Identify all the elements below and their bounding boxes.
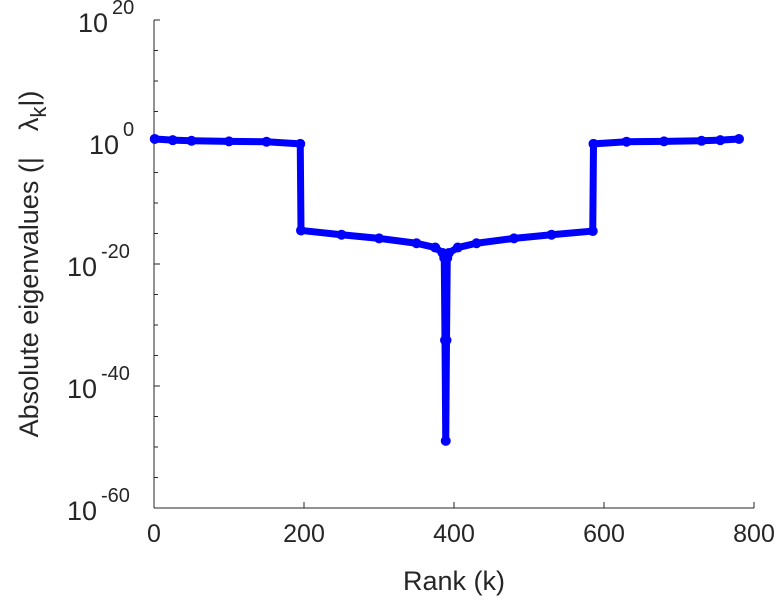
data-point [430, 242, 441, 253]
data-point [696, 135, 707, 146]
data-point [441, 335, 452, 346]
x-tick-label: 800 [733, 520, 775, 548]
data-point [621, 136, 632, 147]
data-point [588, 138, 599, 149]
data-point [471, 238, 482, 249]
y-tick-exponent: 20 [112, 0, 134, 19]
data-point [295, 138, 306, 149]
y-tick-exponent: -20 [101, 241, 130, 263]
data-point [587, 226, 598, 237]
y-tick-exponent: -60 [101, 485, 130, 507]
data-point [186, 135, 197, 146]
data-point [296, 225, 306, 236]
y-label-prefix: Absolute eigenvalues (| [14, 157, 44, 437]
y-tick-label: 10 [78, 8, 108, 38]
data-point [261, 136, 272, 147]
y-tick-label: 10 [67, 252, 97, 282]
x-tick-label: 400 [433, 520, 475, 548]
data-point [509, 233, 519, 244]
data-point [374, 233, 384, 244]
data-point [715, 135, 726, 146]
y-label-sub: k [26, 106, 51, 118]
y-axis-label: Absolute eigenvalues (| λk|) [14, 91, 51, 438]
x-tick-label: 200 [283, 520, 325, 548]
series-line [151, 135, 743, 445]
data-point [411, 238, 422, 249]
y-label-symbol: λ [14, 117, 44, 131]
y-tick-label: 10 [89, 130, 119, 160]
data-point [659, 136, 669, 147]
y-tick-exponent: -40 [101, 363, 130, 385]
y-tick-label: 10 [67, 496, 97, 526]
x-tick-label: 600 [583, 520, 625, 548]
data-point [149, 133, 160, 144]
data-point [734, 133, 744, 144]
y-tick-exponent: 0 [123, 119, 134, 141]
series-eigenvalues [149, 133, 744, 446]
data-point [336, 229, 347, 240]
y-label-suffix: |) [14, 91, 44, 107]
x-tick-label: 0 [147, 520, 161, 548]
data-point [224, 136, 234, 147]
data-point [443, 248, 454, 259]
axes [153, 19, 755, 509]
x-axis-label: Rank (k) [403, 566, 505, 596]
data-point [440, 435, 451, 446]
data-point [546, 229, 557, 240]
data-point [167, 135, 178, 146]
data-point [452, 242, 463, 253]
y-tick-label: 10 [67, 374, 97, 404]
svg-text:Absolute eigenvalues (|λk|): Absolute eigenvalues (| λk|) [14, 91, 51, 438]
